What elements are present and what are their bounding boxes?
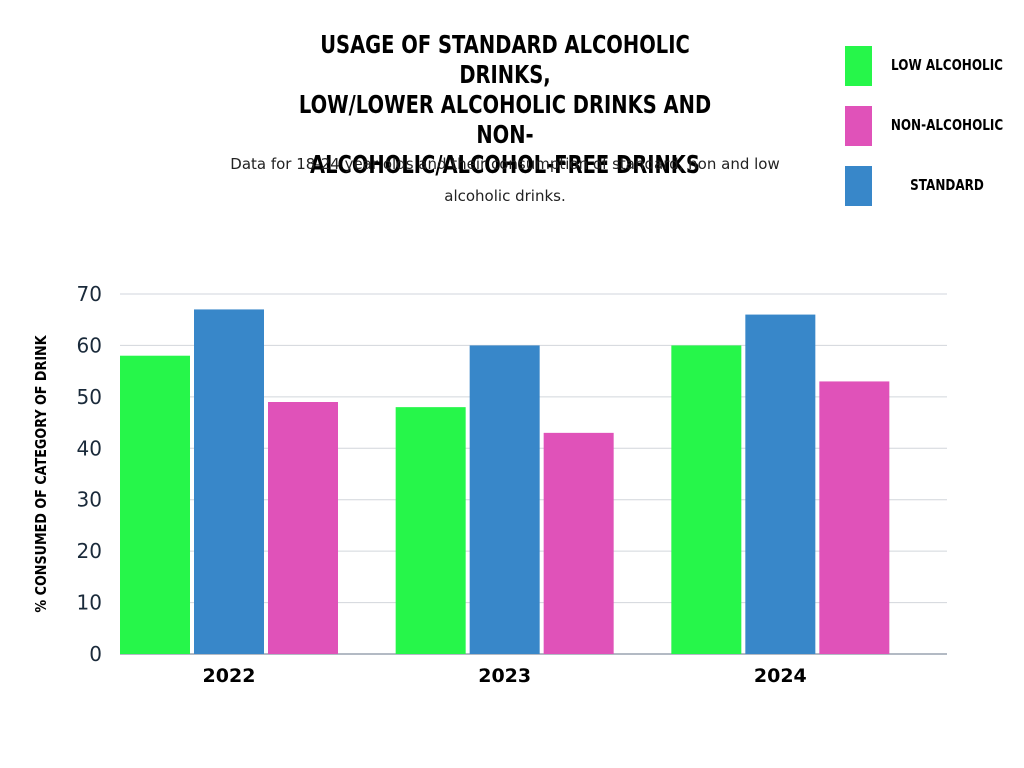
- chart-title-line-2: LOW/LOWER ALCOHOLIC DRINKS AND NON-: [298, 90, 712, 149]
- y-tick-label-40: 40: [77, 436, 102, 460]
- y-tick-label-50: 50: [77, 385, 102, 409]
- chart-subtitle-line-2: alcoholic drinks.: [444, 187, 566, 205]
- y-tick-label-10: 10: [77, 591, 102, 615]
- bar-non-alcoholic-2024: [819, 381, 890, 654]
- chart-title: USAGE OF STANDARD ALCOHOLIC DRINKS, LOW/…: [275, 30, 735, 180]
- chart-subtitle-line-1: Data for 18-24 year olds and their consu…: [230, 155, 780, 173]
- y-tick-label-30: 30: [77, 488, 102, 512]
- x-tick-label-2022: 2022: [203, 665, 256, 687]
- legend-swatch-low-alcoholic: [845, 46, 872, 86]
- chart-subtitle: Data for 18-24 year olds and their consu…: [190, 148, 820, 212]
- y-tick-label-20: 20: [77, 539, 102, 563]
- bar-low-alcoholic-2024: [671, 345, 742, 654]
- bar-standard-2022: [194, 309, 264, 654]
- bar-standard-2024: [745, 314, 816, 654]
- y-tick-label-0: 0: [89, 642, 102, 666]
- legend-label-standard: STANDARD: [910, 176, 984, 194]
- legend-label-low-alcoholic: LOW ALCOHOLIC: [891, 56, 1003, 74]
- chart-title-line-3: ALCOHOLIC/ALCOHOL-FREE DRINKS: [310, 150, 700, 179]
- legend-swatch-non-alcoholic: [845, 106, 872, 146]
- y-tick-label-60: 60: [77, 333, 102, 357]
- y-tick-label-70: 70: [77, 282, 102, 306]
- legend-swatch-standard: [845, 166, 872, 206]
- bar-non-alcoholic-2023: [543, 432, 614, 654]
- chart-title-line-1: USAGE OF STANDARD ALCOHOLIC DRINKS,: [320, 30, 690, 89]
- x-tick-label-2024: 2024: [754, 665, 807, 687]
- legend-label-non-alcoholic: NON-ALCOHOLIC: [890, 116, 1004, 134]
- y-axis-label: % CONSUMED OF CATEGORY OF DRINK: [33, 334, 50, 612]
- bar-non-alcoholic-2022: [268, 402, 338, 654]
- bar-standard-2023: [469, 345, 540, 654]
- bar-low-alcoholic-2023: [395, 407, 466, 654]
- x-tick-label-2023: 2023: [478, 665, 531, 687]
- bar-low-alcoholic-2022: [120, 355, 190, 654]
